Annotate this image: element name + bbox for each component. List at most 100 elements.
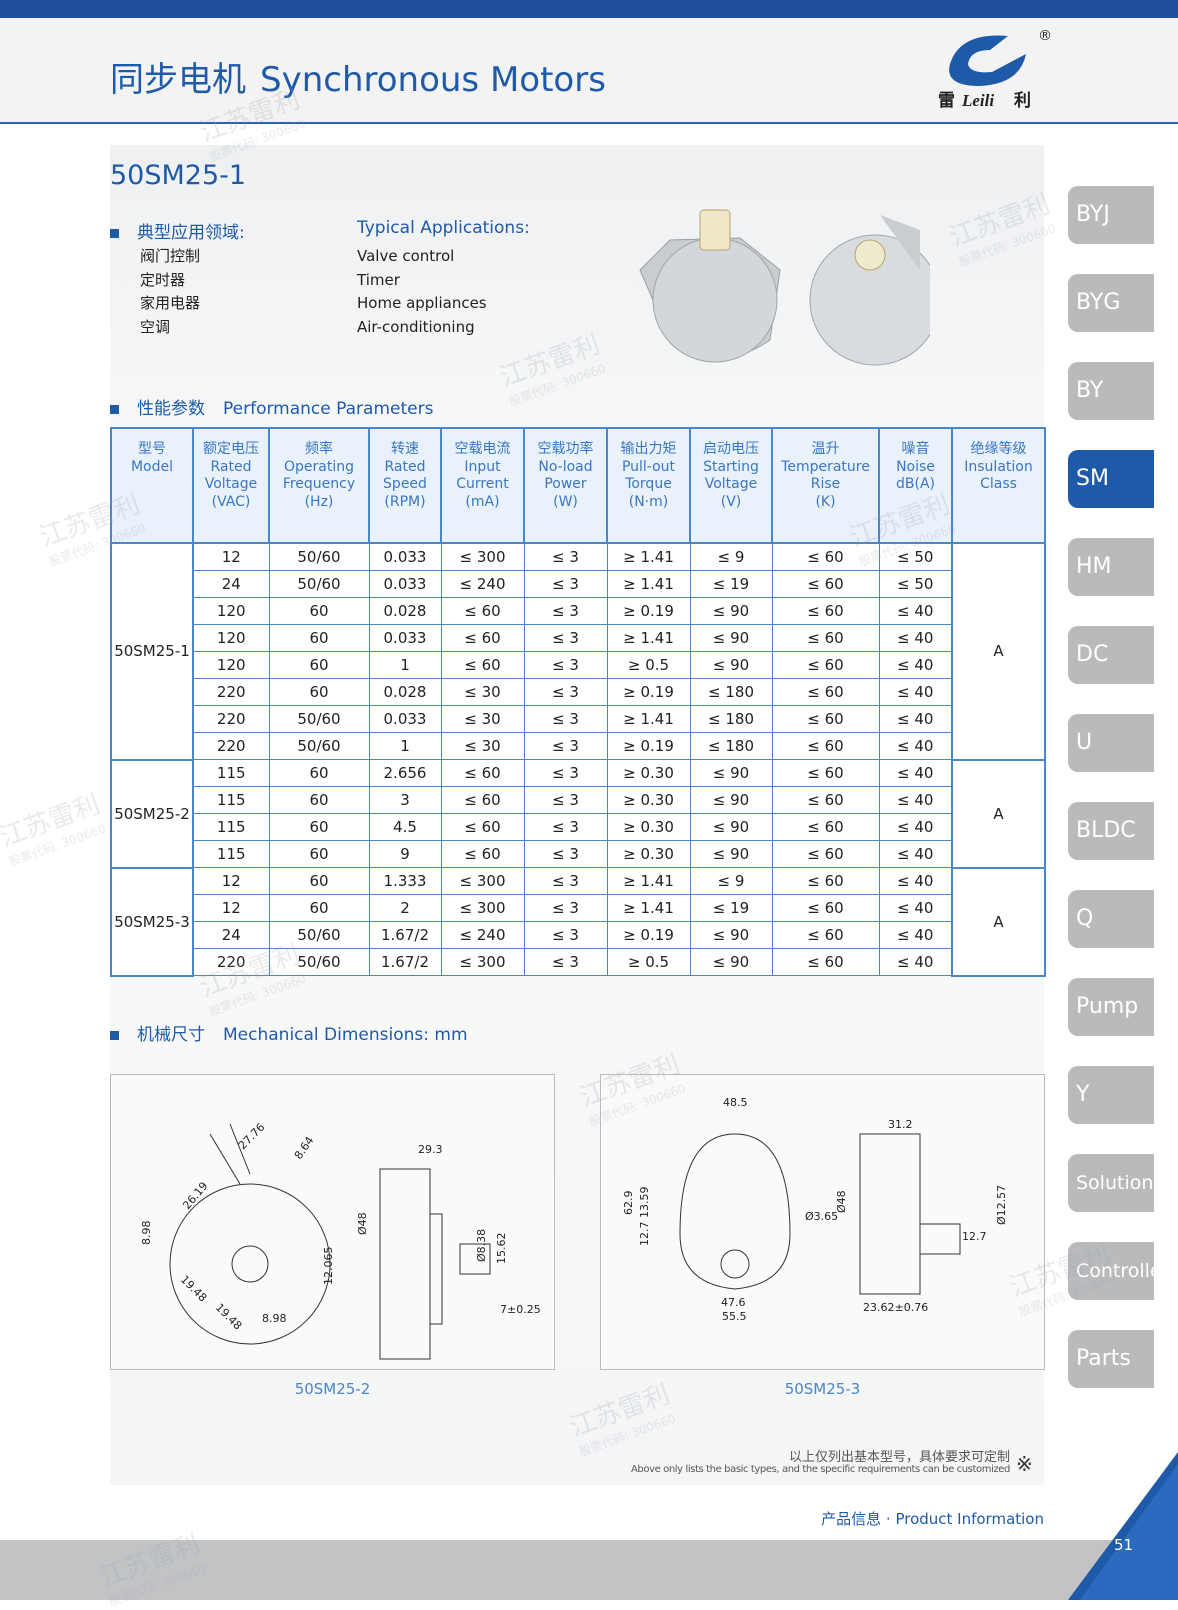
table-cell: ≤ 40 [878, 624, 953, 652]
header-line: Rated [384, 458, 426, 475]
table-cell: ≤ 90 [689, 759, 773, 787]
model-cell: 50SM25-1 [110, 542, 194, 761]
table-cell: ≤ 40 [878, 894, 953, 922]
table-row: 120 60 0.028 ≤ 60 ≤ 3 ≥ 0.19 ≤ 90 ≤ 60 ≤ 40 [111, 597, 1045, 625]
text: 机械尺寸 [137, 1025, 205, 1045]
table-cell: ≤ 300 [440, 948, 525, 976]
nav-tab[interactable]: BYJ [1068, 186, 1154, 244]
table-cell: ≤ 3 [523, 705, 608, 733]
table-row: 12 60 2 ≤ 300 ≤ 3 ≥ 1.41 ≤ 19 ≤ 60 ≤ 40 [111, 894, 1045, 922]
nav-tab[interactable]: Q [1068, 890, 1154, 948]
dimension-label: 12.7 [962, 1230, 987, 1243]
dimension-label: 13.59 [638, 1187, 651, 1219]
column-header: 空载电流 Input Current (mA) [440, 427, 525, 544]
table-cell: ≤ 60 [771, 705, 880, 733]
table-cell: ≥ 1.41 [606, 705, 691, 733]
table-cell: ≤ 3 [523, 813, 608, 841]
column-header: 空载功率 No-load Power (W) [523, 427, 608, 544]
nav-tab[interactable]: Y [1068, 1066, 1154, 1124]
header-line: (W) [553, 493, 578, 510]
table-cell: ≤ 3 [523, 597, 608, 625]
dimension-label: Ø48 [835, 1190, 848, 1213]
nav-tab[interactable]: DC [1068, 626, 1154, 684]
nav-tab[interactable]: HM [1068, 538, 1154, 596]
table-cell: ≤ 60 [440, 813, 525, 841]
table-cell: ≥ 0.19 [606, 597, 691, 625]
table-row: 220 50/60 1.67/2 ≤ 300 ≤ 3 ≥ 0.5 ≤ 90 ≤ 60 ≤ 40 [111, 948, 1045, 976]
table-cell: 120 [192, 597, 270, 625]
table-cell: ≤ 300 [440, 867, 525, 895]
nav-tab[interactable]: Controller [1068, 1242, 1169, 1300]
table-cell: ≤ 9 [689, 867, 773, 895]
header-line: Speed [383, 476, 427, 492]
applications-heading-en: Typical Applications: [357, 218, 530, 238]
nav-tab[interactable]: U [1068, 714, 1154, 772]
table-cell: ≤ 90 [689, 921, 773, 949]
table-cell: ≤ 40 [878, 948, 953, 976]
table-cell: ≥ 0.19 [606, 678, 691, 706]
table-cell: ≤ 60 [771, 786, 880, 814]
table-cell: ≤ 60 [440, 597, 525, 625]
header-line: 输出力矩 [620, 441, 677, 457]
table-cell: ≤ 60 [771, 921, 880, 949]
table-cell: ≤ 19 [689, 570, 773, 598]
table-cell: ≤ 90 [689, 813, 773, 841]
table-cell: ≤ 180 [689, 705, 773, 733]
column-header: 转速 Rated Speed (RPM) [368, 427, 442, 544]
table-cell: 1.67/2 [368, 921, 442, 949]
header-line: 噪音 [901, 441, 930, 457]
table-row: 24 50/60 1.67/2 ≤ 240 ≤ 3 ≥ 0.19 ≤ 90 ≤ 60 ≤ 40 [111, 921, 1045, 949]
nav-tab[interactable]: BY [1068, 362, 1154, 420]
table-cell: 0.033 [368, 570, 442, 598]
table-cell: ≥ 1.41 [606, 542, 691, 571]
table-cell: ≤ 60 [440, 786, 525, 814]
table-cell: ≥ 1.41 [606, 624, 691, 652]
table-row: 115 60 4.5 ≤ 60 ≤ 3 ≥ 0.30 ≤ 90 ≤ 60 ≤ 40 [111, 813, 1045, 841]
nav-tab[interactable]: Pump [1068, 978, 1154, 1036]
header-line: 频率 [305, 441, 333, 457]
performance-heading: 性能参数 Performance Parameters [110, 394, 433, 419]
header-line: Rated [210, 458, 252, 475]
header [0, 18, 1178, 124]
nav-tab[interactable]: Parts [1068, 1330, 1154, 1388]
table-cell: ≤ 3 [523, 894, 608, 922]
dimension-label: 15.62 [495, 1233, 508, 1265]
table-cell: ≤ 30 [440, 732, 525, 760]
table-row: 120 60 0.033 ≤ 60 ≤ 3 ≥ 1.41 ≤ 90 ≤ 60 ≤ 40 [111, 624, 1045, 652]
table-cell: 60 [268, 813, 370, 841]
table-row: 115 60 3 ≤ 60 ≤ 3 ≥ 0.30 ≤ 90 ≤ 60 ≤ 40 [111, 786, 1045, 814]
column-header: 噪音 Noise dB(A) [878, 427, 953, 544]
table-cell: 9 [368, 840, 442, 868]
table-cell: ≤ 60 [771, 597, 880, 625]
nav-tab[interactable]: SM [1068, 450, 1154, 508]
header-line: Operating [284, 458, 354, 475]
table-cell: ≥ 0.30 [606, 759, 691, 787]
table-row: 50SM25-3 12 60 1.333 ≤ 300 ≤ 3 ≥ 1.41 ≤ 9 ≤ 60 ≤ … [110, 866, 1046, 977]
header-line: (Hz) [304, 493, 334, 510]
table-row: 24 50/60 0.033 ≤ 240 ≤ 3 ≥ 1.41 ≤ 19 ≤ 60 ≤ 50 [111, 570, 1045, 598]
table-cell: ≤ 60 [440, 651, 525, 679]
header-line: Current [456, 476, 509, 492]
header-line: (N·m) [628, 493, 669, 510]
performance-table: 型号 Model 额定电压 Rated Voltage (VAC) 频率 Operating F… [110, 427, 1046, 977]
nav-tab[interactable]: Solution [1068, 1154, 1154, 1212]
dimension-label: 12.7 [638, 1222, 651, 1247]
table-cell: ≤ 30 [440, 705, 525, 733]
table-cell: ≤ 3 [523, 786, 608, 814]
table-cell: 60 [268, 867, 370, 895]
table-cell: 60 [268, 624, 370, 652]
table-row: 220 60 0.028 ≤ 30 ≤ 3 ≥ 0.19 ≤ 180 ≤ 60 ≤ 40 [111, 678, 1045, 706]
dimension-label: 62.9 [622, 1191, 635, 1216]
table-cell: 2.656 [368, 759, 442, 787]
insulation-cell: A [951, 758, 1046, 869]
column-header: 启动电压 Starting Voltage (V) [689, 427, 773, 544]
table-cell: 12 [192, 542, 270, 571]
header-line: (mA) [465, 493, 500, 510]
nav-tab[interactable]: BLDC [1068, 802, 1154, 860]
table-cell: 50/60 [268, 705, 370, 733]
header-line: 温升 [811, 441, 840, 457]
table-row: 220 50/60 0.033 ≤ 30 ≤ 3 ≥ 1.41 ≤ 180 ≤ 60 ≤ 40 [111, 705, 1045, 733]
header-line: dB(A) [896, 476, 935, 492]
nav-tab[interactable]: BYG [1068, 274, 1154, 332]
table-cell: ≤ 3 [523, 542, 608, 571]
